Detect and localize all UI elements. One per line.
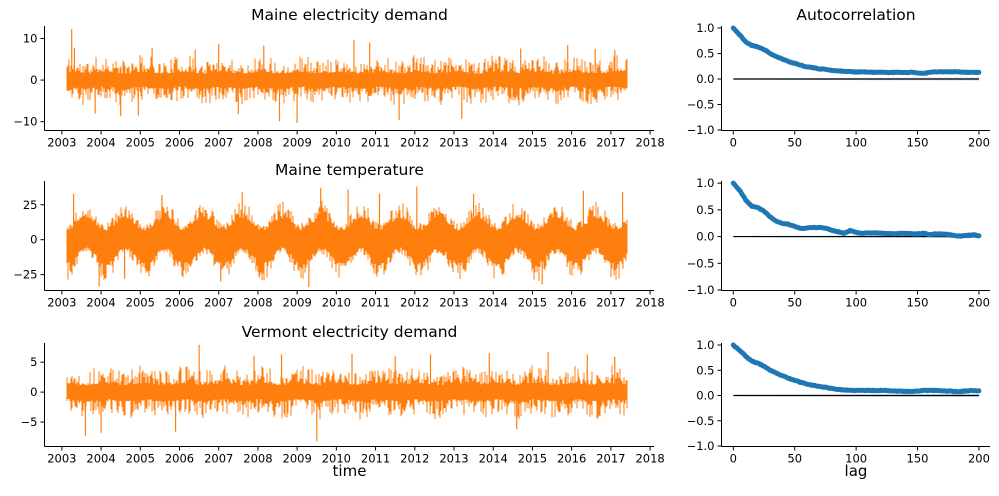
svg-text:2016: 2016 (557, 136, 586, 150)
svg-text:2015: 2015 (518, 136, 547, 150)
svg-text:2010: 2010 (322, 452, 351, 466)
svg-text:2010: 2010 (322, 136, 351, 150)
svg-text:2013: 2013 (439, 136, 468, 150)
x-axis-label-lag: lag (844, 462, 868, 480)
svg-text:2010: 2010 (322, 296, 351, 310)
svg-text:2018: 2018 (635, 136, 664, 150)
svg-text:0: 0 (730, 136, 737, 150)
svg-text:100: 100 (845, 296, 867, 310)
svg-text:200: 200 (968, 452, 990, 466)
svg-text:0: 0 (30, 73, 37, 87)
svg-text:2015: 2015 (518, 296, 547, 310)
svg-text:2008: 2008 (243, 296, 272, 310)
svg-text:1.0: 1.0 (696, 21, 714, 35)
svg-text:0.0: 0.0 (696, 72, 714, 86)
svg-text:2016: 2016 (557, 452, 586, 466)
svg-text:2014: 2014 (479, 136, 508, 150)
svg-text:0.5: 0.5 (696, 203, 714, 217)
svg-text:−10: −10 (13, 115, 37, 129)
svg-text:2003: 2003 (47, 136, 76, 150)
svg-text:2011: 2011 (361, 136, 390, 150)
x-axis-label-time: time (332, 462, 367, 480)
svg-text:2009: 2009 (283, 452, 312, 466)
svg-text:1.0: 1.0 (696, 338, 714, 352)
svg-text:−1.0: −1.0 (687, 283, 715, 297)
svg-text:−0.5: −0.5 (687, 414, 715, 428)
svg-text:50: 50 (787, 136, 802, 150)
plot-title-vermont-electricity-demand: Vermont electricity demand (241, 323, 458, 341)
svg-text:2008: 2008 (243, 452, 272, 466)
svg-text:1.0: 1.0 (696, 176, 714, 190)
svg-text:150: 150 (907, 136, 929, 150)
svg-text:2003: 2003 (47, 452, 76, 466)
svg-text:2017: 2017 (596, 136, 625, 150)
svg-text:2006: 2006 (165, 136, 194, 150)
svg-text:0.0: 0.0 (696, 230, 714, 244)
svg-text:2005: 2005 (126, 296, 155, 310)
svg-text:−5: −5 (21, 415, 38, 429)
svg-text:50: 50 (787, 296, 802, 310)
svg-text:100: 100 (845, 136, 867, 150)
svg-text:0: 0 (30, 385, 37, 399)
svg-text:2018: 2018 (635, 296, 664, 310)
svg-text:2012: 2012 (400, 452, 429, 466)
svg-text:2007: 2007 (204, 296, 233, 310)
svg-text:2006: 2006 (165, 452, 194, 466)
svg-text:150: 150 (907, 296, 929, 310)
svg-text:2012: 2012 (400, 296, 429, 310)
svg-text:2003: 2003 (47, 296, 76, 310)
svg-text:2017: 2017 (596, 452, 625, 466)
svg-text:2011: 2011 (361, 452, 390, 466)
svg-text:200: 200 (968, 136, 990, 150)
svg-text:2004: 2004 (86, 452, 115, 466)
svg-text:2005: 2005 (126, 136, 155, 150)
svg-text:−1.0: −1.0 (687, 123, 715, 137)
svg-text:−25: −25 (13, 268, 37, 282)
svg-text:0.5: 0.5 (696, 363, 714, 377)
svg-text:2006: 2006 (165, 296, 194, 310)
svg-text:2004: 2004 (86, 296, 115, 310)
svg-text:50: 50 (787, 452, 802, 466)
svg-text:2012: 2012 (400, 136, 429, 150)
plot-title-maine-electricity-demand: Maine electricity demand (251, 6, 448, 24)
svg-text:2004: 2004 (86, 136, 115, 150)
svg-text:2007: 2007 (204, 136, 233, 150)
svg-text:2005: 2005 (126, 452, 155, 466)
svg-text:2014: 2014 (479, 452, 508, 466)
svg-text:2007: 2007 (204, 452, 233, 466)
svg-text:10: 10 (23, 31, 38, 45)
svg-text:25: 25 (23, 198, 38, 212)
svg-text:2011: 2011 (361, 296, 390, 310)
svg-text:0.0: 0.0 (696, 389, 714, 403)
svg-text:100: 100 (845, 452, 867, 466)
svg-text:2014: 2014 (479, 296, 508, 310)
svg-text:2009: 2009 (283, 136, 312, 150)
svg-text:200: 200 (968, 296, 990, 310)
svg-text:2009: 2009 (283, 296, 312, 310)
svg-text:2013: 2013 (439, 452, 468, 466)
svg-text:150: 150 (907, 452, 929, 466)
svg-text:0.5: 0.5 (696, 47, 714, 61)
svg-text:2013: 2013 (439, 296, 468, 310)
svg-text:2017: 2017 (596, 296, 625, 310)
plot-title-maine-temperature: Maine temperature (275, 161, 424, 179)
svg-text:5: 5 (30, 355, 37, 369)
svg-text:2016: 2016 (557, 296, 586, 310)
svg-text:−0.5: −0.5 (687, 256, 715, 270)
svg-text:2018: 2018 (635, 452, 664, 466)
plot-title-autocorrelation: Autocorrelation (796, 6, 916, 24)
svg-text:0: 0 (730, 452, 737, 466)
svg-text:0: 0 (30, 233, 37, 247)
svg-text:0: 0 (730, 296, 737, 310)
svg-text:−1.0: −1.0 (687, 439, 715, 453)
svg-text:2008: 2008 (243, 136, 272, 150)
svg-text:−0.5: −0.5 (687, 98, 715, 112)
svg-text:2015: 2015 (518, 452, 547, 466)
